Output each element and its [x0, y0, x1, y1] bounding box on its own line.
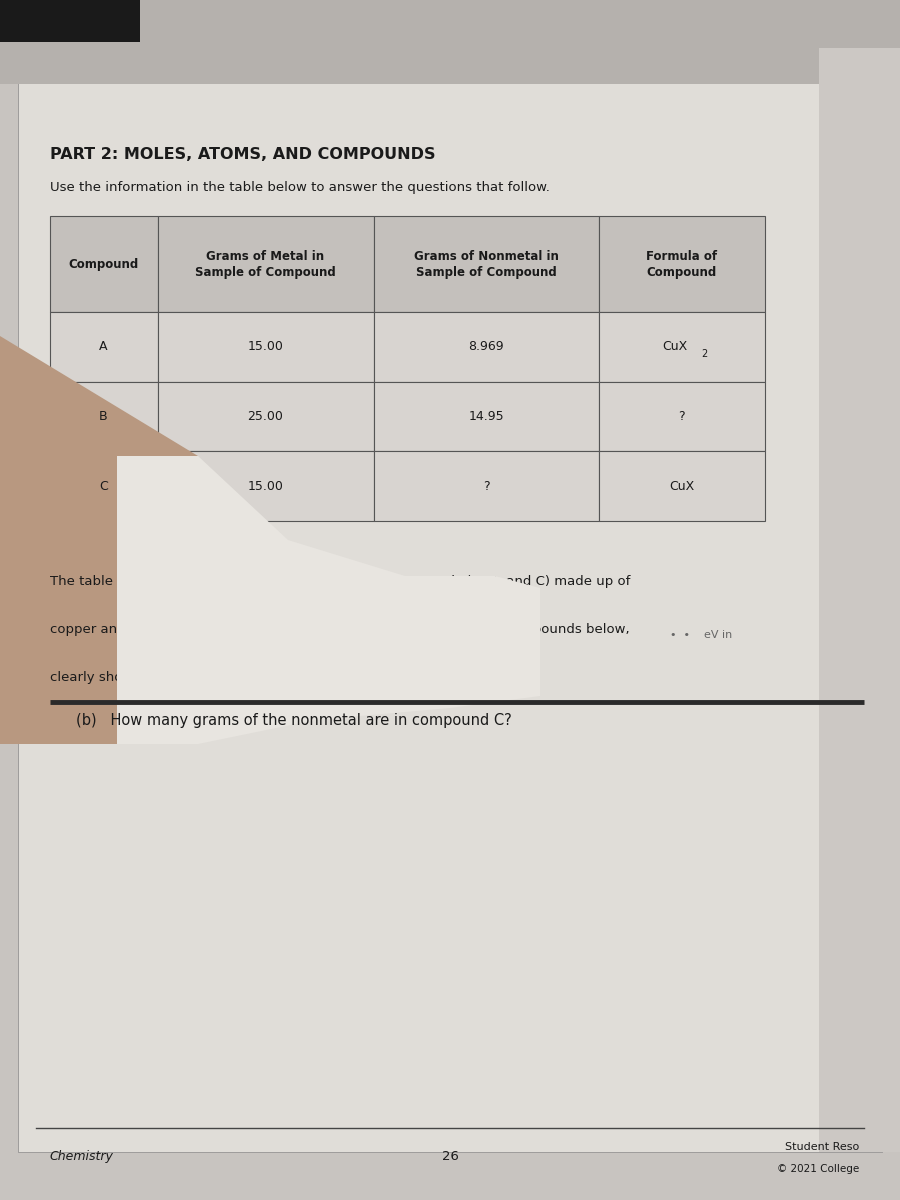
FancyBboxPatch shape [50, 312, 158, 382]
FancyBboxPatch shape [0, 0, 140, 42]
Text: 8.969: 8.969 [468, 341, 504, 353]
Text: 15.00: 15.00 [248, 341, 284, 353]
Text: 26: 26 [442, 1150, 458, 1163]
FancyBboxPatch shape [50, 451, 158, 521]
FancyBboxPatch shape [598, 382, 765, 451]
Text: Grams of Metal in
Sample of Compound: Grams of Metal in Sample of Compound [195, 250, 336, 278]
FancyBboxPatch shape [158, 382, 374, 451]
Text: C: C [99, 480, 108, 492]
FancyBboxPatch shape [598, 451, 765, 521]
Text: 2: 2 [701, 349, 707, 359]
Text: copper and the unknown element X. Answer questions about these compounds below,: copper and the unknown element X. Answer… [50, 623, 629, 636]
Text: 14.95: 14.95 [468, 410, 504, 422]
Text: Formula of
Compound: Formula of Compound [646, 250, 717, 278]
Text: ?: ? [679, 410, 685, 422]
Text: Chemistry: Chemistry [50, 1150, 113, 1163]
Text: CuX: CuX [669, 480, 695, 492]
FancyBboxPatch shape [18, 48, 882, 1152]
FancyBboxPatch shape [598, 216, 765, 312]
Text: •  •    eV in: • • eV in [670, 630, 733, 641]
Text: 25.00: 25.00 [248, 410, 284, 422]
FancyBboxPatch shape [598, 312, 765, 382]
Text: Compound: Compound [68, 258, 139, 270]
Text: The table above shows three potentially different compounds (A, B, and C) made u: The table above shows three potentially … [50, 575, 630, 588]
FancyBboxPatch shape [158, 451, 374, 521]
FancyBboxPatch shape [374, 382, 598, 451]
Text: 15.00: 15.00 [248, 480, 284, 492]
Text: CuX: CuX [662, 341, 688, 353]
FancyBboxPatch shape [50, 382, 158, 451]
Text: clearly showing calculations in each case.: clearly showing calculations in each cas… [50, 671, 329, 684]
FancyBboxPatch shape [374, 312, 598, 382]
FancyBboxPatch shape [0, 0, 900, 84]
FancyBboxPatch shape [158, 312, 374, 382]
Text: ?: ? [482, 480, 490, 492]
Text: B: B [99, 410, 108, 422]
Text: (b)   How many grams of the nonmetal are in compound C?: (b) How many grams of the nonmetal are i… [76, 713, 512, 728]
FancyBboxPatch shape [158, 216, 374, 312]
Polygon shape [117, 456, 540, 744]
Text: Use the information in the table below to answer the questions that follow.: Use the information in the table below t… [50, 181, 549, 194]
Text: Grams of Nonmetal in
Sample of Compound: Grams of Nonmetal in Sample of Compound [414, 250, 558, 278]
FancyBboxPatch shape [374, 216, 598, 312]
Text: PART 2: MOLES, ATOMS, AND COMPOUNDS: PART 2: MOLES, ATOMS, AND COMPOUNDS [50, 146, 435, 162]
FancyBboxPatch shape [374, 451, 598, 521]
Text: © 2021 College: © 2021 College [778, 1164, 860, 1174]
Text: A: A [99, 341, 108, 353]
FancyBboxPatch shape [819, 48, 900, 1152]
Text: Student Reso: Student Reso [785, 1142, 859, 1152]
FancyBboxPatch shape [50, 216, 158, 312]
Polygon shape [0, 336, 198, 744]
